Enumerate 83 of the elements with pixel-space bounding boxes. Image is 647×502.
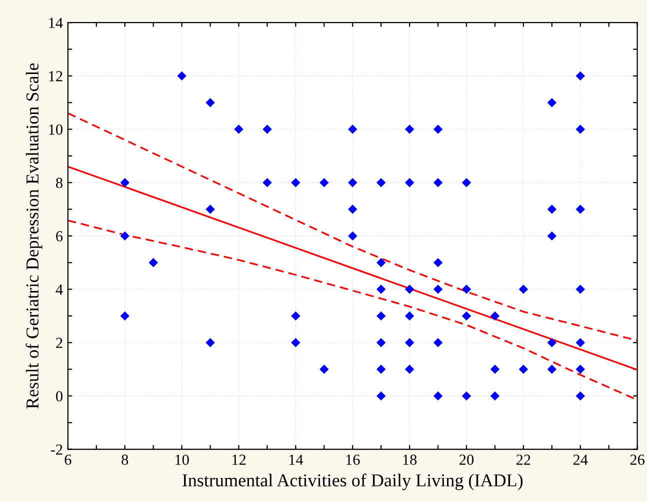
point	[177, 71, 186, 81]
x-tick-label: 12	[232, 454, 246, 465]
point	[404, 124, 414, 134]
point	[547, 231, 556, 241]
point	[376, 284, 386, 294]
point	[348, 231, 358, 241]
point	[376, 311, 386, 321]
point	[576, 124, 585, 134]
y-tick-label: 10	[49, 124, 62, 135]
y-tick-label: 8	[56, 178, 62, 188]
y-tick-label: 12	[49, 71, 62, 82]
point	[462, 178, 472, 188]
point	[518, 364, 528, 374]
point	[404, 338, 414, 348]
y-tick-label: -2	[50, 444, 62, 455]
point	[404, 284, 414, 294]
point	[206, 204, 215, 214]
point	[547, 98, 556, 108]
point	[433, 178, 443, 188]
x-tick-label: 20	[460, 454, 474, 465]
y-tick-label: 14	[49, 18, 63, 28]
point	[262, 178, 272, 188]
point	[576, 284, 585, 294]
point	[433, 391, 443, 401]
point	[376, 364, 386, 374]
point	[376, 391, 386, 401]
point	[433, 338, 443, 348]
point	[433, 258, 443, 268]
x-tick-label: 6	[64, 454, 72, 465]
point	[576, 204, 585, 214]
point	[348, 204, 358, 214]
point	[291, 311, 300, 321]
x-axis-title: Instrumental Activities of Daily Living (IADL)	[182, 474, 523, 490]
point	[462, 391, 472, 401]
point	[291, 178, 300, 188]
point	[462, 311, 472, 321]
x-tick-label: 8	[122, 454, 128, 465]
point	[576, 338, 585, 348]
point	[320, 178, 329, 188]
x-tick-label: 24	[573, 454, 588, 465]
point	[518, 284, 528, 294]
point	[234, 124, 244, 134]
point	[433, 284, 443, 294]
point	[462, 284, 472, 294]
point	[206, 98, 215, 108]
point	[148, 258, 158, 268]
y-tick-label: 6	[56, 231, 63, 242]
point	[120, 231, 130, 241]
point	[291, 338, 300, 348]
point	[376, 258, 386, 268]
point	[433, 124, 443, 134]
point	[404, 178, 414, 188]
y-tick-label: 0	[56, 391, 62, 402]
point	[348, 178, 358, 188]
point	[547, 204, 556, 214]
point	[547, 338, 556, 348]
point	[376, 338, 386, 348]
point	[547, 364, 556, 374]
x-tick-label: 14	[289, 454, 304, 465]
point	[404, 364, 414, 374]
point	[348, 124, 358, 134]
line-series	[68, 112, 638, 342]
x-tick-label: 16	[346, 454, 360, 465]
y-tick-label: 4	[56, 284, 63, 295]
point	[404, 311, 414, 321]
point	[576, 71, 585, 81]
y-tick-label: 2	[56, 338, 62, 348]
point	[490, 391, 500, 401]
point	[262, 124, 272, 134]
x-tick-label: 18	[403, 454, 417, 465]
y-axis-title: Result of Geriatric Depression Evaluation Scale	[26, 63, 42, 409]
point	[490, 364, 500, 374]
point	[376, 178, 386, 188]
x-tick-label: 26	[630, 454, 644, 465]
point	[120, 178, 130, 188]
point	[490, 311, 500, 321]
point	[576, 391, 585, 401]
point	[120, 311, 130, 321]
point	[320, 364, 329, 374]
x-tick-label: 22	[516, 454, 530, 465]
point	[576, 364, 585, 374]
point	[206, 338, 215, 348]
x-tick-label: 10	[176, 454, 189, 465]
